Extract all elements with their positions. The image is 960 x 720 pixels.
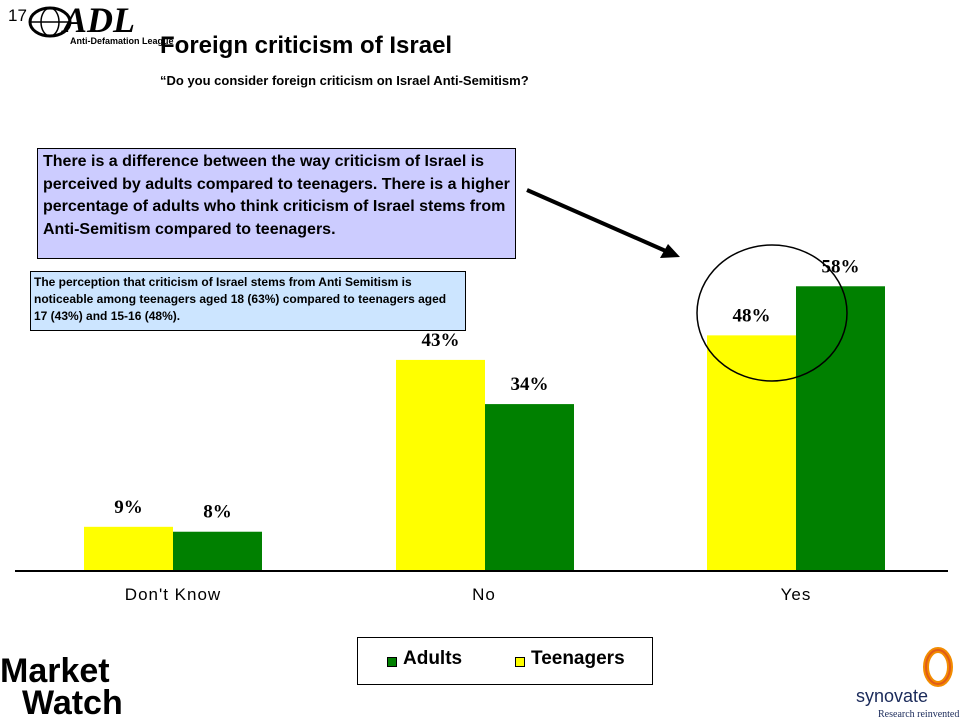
x-tick-label-1: No bbox=[472, 585, 496, 604]
bars-layer: 9%43%48%8%34%58% bbox=[84, 256, 885, 571]
legend-label-teenagers: Teenagers bbox=[531, 648, 625, 669]
arrow-head bbox=[660, 244, 680, 258]
bar-adults-1 bbox=[485, 404, 574, 571]
bar-teenagers-0 bbox=[84, 526, 173, 571]
legend-label-adults: Adults bbox=[403, 648, 463, 669]
page-subtitle: “Do you consider foreign criticism on Is… bbox=[160, 73, 529, 88]
callout-main: There is a difference between the way cr… bbox=[37, 148, 516, 259]
marketwatch-logo: Market Watch bbox=[0, 652, 123, 720]
synovate-name: synovate bbox=[856, 686, 928, 706]
data-label-adults-0: 8% bbox=[203, 502, 232, 523]
bar-teenagers-1 bbox=[396, 359, 485, 571]
chart-legend: Adults Teenagers bbox=[357, 637, 653, 685]
data-label-teenagers-1: 43% bbox=[422, 330, 460, 351]
data-label-adults-1: 34% bbox=[511, 374, 549, 395]
synovate-logo: synovate Research reinvented bbox=[856, 647, 959, 720]
legend-swatch-teenagers bbox=[515, 657, 525, 667]
legend-swatch-adults bbox=[387, 657, 397, 667]
ticks-layer: Don't Know No Yes bbox=[125, 585, 812, 604]
marketwatch-line2: Watch bbox=[22, 684, 123, 720]
highlight-circle bbox=[696, 244, 848, 382]
bar-adults-0 bbox=[173, 531, 262, 571]
slide-number: 17 bbox=[8, 6, 27, 25]
adl-logo: ADL Anti-Defamation League bbox=[28, 0, 174, 46]
page-title: Foreign criticism of Israel bbox=[160, 32, 453, 59]
marketwatch-line1: Market bbox=[0, 652, 110, 690]
callout-teenagers: The perception that criticism of Israel … bbox=[30, 271, 466, 331]
data-label-teenagers-2: 48% bbox=[733, 305, 771, 326]
bar-adults-2 bbox=[796, 286, 885, 571]
adl-logo-subtext: Anti-Defamation League bbox=[70, 36, 174, 46]
data-label-teenagers-0: 9% bbox=[114, 497, 143, 518]
bar-teenagers-2 bbox=[707, 335, 796, 571]
adl-logo-text: ADL bbox=[61, 0, 135, 40]
arrow-line bbox=[526, 188, 669, 254]
x-tick-label-0: Don't Know bbox=[125, 585, 221, 604]
synovate-tagline: Research reinvented bbox=[878, 709, 959, 720]
x-tick-label-2: Yes bbox=[781, 585, 812, 604]
